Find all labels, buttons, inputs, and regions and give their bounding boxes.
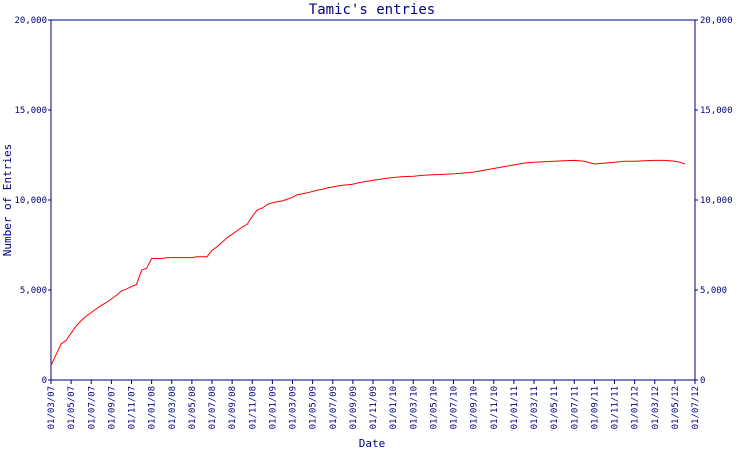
x-tick-label: 01/07/07 xyxy=(87,386,97,429)
x-tick-label: 01/05/10 xyxy=(429,386,439,429)
x-tick-label: 01/03/07 xyxy=(47,386,57,429)
x-tick-label: 01/05/07 xyxy=(67,386,77,429)
y-axis-left: 0 5,000 10,000 15,000 20,000 xyxy=(14,16,51,386)
x-tick-label: 01/09/08 xyxy=(228,386,238,429)
y-tick-label-right: 20,000 xyxy=(700,16,733,26)
x-tick-label: 01/05/11 xyxy=(550,386,560,429)
y-axis-title: Number of Entries xyxy=(1,144,14,257)
y-tick-label-right: 5,000 xyxy=(700,286,727,296)
y-tick-label-right: 15,000 xyxy=(700,106,733,116)
x-tick-label: 01/05/09 xyxy=(309,386,319,429)
x-tick-label: 01/07/10 xyxy=(450,386,460,429)
x-tick-label: 01/11/09 xyxy=(369,386,379,429)
y-axis-right: 0 5,000 10,000 15,000 20,000 xyxy=(695,16,733,386)
x-tick-label: 01/01/11 xyxy=(510,386,520,429)
x-tick-label: 01/01/09 xyxy=(268,386,278,429)
x-tick-label: 01/01/12 xyxy=(631,386,641,429)
x-tick-label: 01/03/10 xyxy=(409,386,419,429)
x-tick-label: 01/01/10 xyxy=(389,386,399,429)
x-tick-label: 01/03/12 xyxy=(651,386,661,429)
x-tick-label: 01/03/08 xyxy=(168,386,178,429)
x-tick-label: 01/03/09 xyxy=(289,386,299,429)
series-group xyxy=(50,159,686,366)
y-tick-label-left: 15,000 xyxy=(14,106,47,116)
x-tick-label: 01/07/08 xyxy=(208,386,218,429)
y-tick-label-left: 20,000 xyxy=(14,16,47,26)
x-tick-label: 01/09/07 xyxy=(107,386,117,429)
y-tick-label-left: 5,000 xyxy=(20,286,47,296)
plot-frame xyxy=(50,19,696,381)
y-tick-label-left: 0 xyxy=(42,376,47,386)
x-tick-label: 01/09/09 xyxy=(349,386,359,429)
x-tick-label: 01/11/08 xyxy=(248,386,258,429)
x-tick-label: 01/03/11 xyxy=(530,386,540,429)
x-tick-label: 01/05/08 xyxy=(188,386,198,429)
y-tick-label-left: 10,000 xyxy=(14,196,47,206)
x-tick-label: 01/07/09 xyxy=(329,386,339,429)
x-tick-label: 01/09/10 xyxy=(470,386,480,429)
x-axis: 01/03/07 01/05/07 01/07/07 01/09/07 01/11/07… xyxy=(47,380,701,429)
x-tick-label: 01/07/12 xyxy=(691,386,701,429)
x-tick-label: 01/11/11 xyxy=(611,386,621,429)
x-tick-label: 01/01/08 xyxy=(148,386,158,429)
x-axis-title: Date xyxy=(359,437,386,450)
x-tick-label: 01/11/07 xyxy=(128,386,138,429)
x-tick-label: 01/05/12 xyxy=(671,386,681,429)
x-tick-label: 01/11/10 xyxy=(490,386,500,429)
series-line-0 xyxy=(50,159,686,366)
y-tick-label-right: 0 xyxy=(700,376,705,386)
x-tick-label: 01/07/11 xyxy=(570,386,580,429)
y-tick-label-right: 10,000 xyxy=(700,196,733,206)
chart-title: Tamic's entries xyxy=(309,2,435,18)
x-tick-label: 01/09/11 xyxy=(590,386,600,429)
